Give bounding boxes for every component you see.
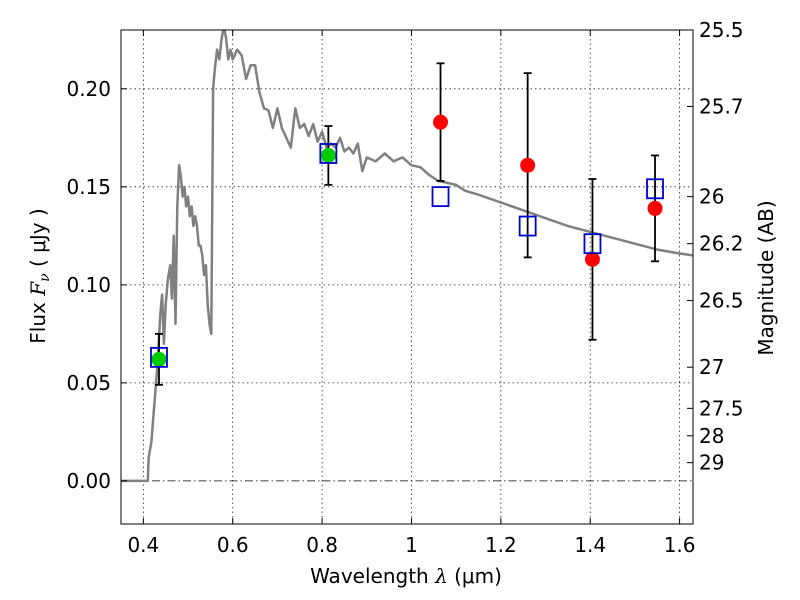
band-square	[646, 178, 664, 200]
band-squares	[150, 143, 664, 368]
grid	[121, 30, 693, 524]
data-point	[647, 200, 663, 216]
tick-labels: 0.4 0.6 0.8 1 1.2 1.4 1.6 0.00 0.05 0.10 0.15 0.20 2…	[66, 18, 743, 557]
band-square	[583, 233, 602, 255]
right-tick-label: 26.5	[699, 289, 744, 313]
y-axis-label: Flux Fν ( μJy )	[26, 208, 53, 343]
data-point	[320, 147, 336, 163]
x-tick-label: 0.6	[217, 533, 249, 557]
right-tick-label: 25.7	[699, 94, 744, 118]
data-point	[584, 251, 600, 267]
ticks	[121, 29, 693, 524]
right-tick-label: 25.5	[699, 18, 744, 42]
y-tick-label: 0.15	[66, 175, 111, 199]
x-axis-label: Wavelength λ (μm)	[310, 564, 502, 588]
y-tick-label: 0.10	[66, 273, 111, 297]
band-square	[431, 186, 450, 208]
plot-frame	[120, 29, 694, 525]
x-tick-label: 1.4	[574, 533, 606, 557]
data-point	[151, 351, 167, 367]
right-tick-label: 28	[699, 424, 724, 448]
band-square	[150, 346, 168, 368]
right-tick-label: 26	[699, 185, 724, 209]
right-tick-label: 27	[699, 355, 724, 379]
right-tick-label: 27.5	[699, 396, 744, 420]
x-tick-label: 1	[405, 533, 418, 557]
model-spectrum	[121, 30, 693, 483]
y-tick-label: 0.20	[66, 77, 111, 101]
x-tick-label: 1.2	[485, 533, 517, 557]
x-tick-label: 1.6	[664, 533, 696, 557]
right-tick-label: 26.2	[699, 232, 744, 256]
y-tick-label: 0.00	[66, 469, 111, 493]
data-point	[433, 114, 449, 130]
band-square	[518, 215, 537, 237]
band-square	[319, 143, 338, 164]
data-point	[520, 157, 536, 173]
y-axis-label-right: Magnitude (AB)	[754, 200, 778, 355]
right-tick-label: 29	[699, 451, 724, 475]
error-bars	[154, 62, 660, 386]
x-tick-label: 0.4	[127, 533, 159, 557]
data-points	[151, 114, 663, 367]
model-spectrum-line	[121, 30, 693, 483]
y-tick-label: 0.05	[66, 371, 111, 395]
x-tick-label: 0.8	[306, 533, 338, 557]
